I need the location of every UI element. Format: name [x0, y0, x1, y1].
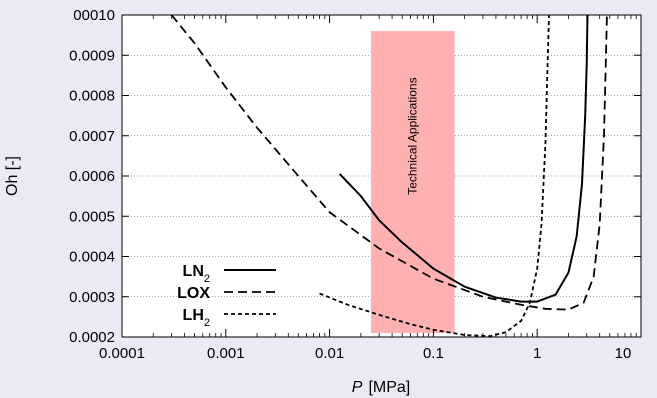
y-tick-labels: 0.0002 0.0003 0.0004 0.0005 0.0006 0.0007 0.00…	[69, 7, 115, 346]
y-tick-label: 0.0009	[69, 47, 115, 64]
legend-subscript: 2	[204, 273, 210, 285]
series-line-lox	[170, 15, 608, 311]
technical-applications-region	[370, 31, 455, 333]
legend-name: LN	[183, 263, 204, 280]
technical-applications-label: Technical Applications	[406, 77, 420, 194]
legend-label-lox: LOX	[177, 285, 210, 302]
x-tick-label: 0.01	[315, 345, 344, 362]
x-axis-title: P [MPa]	[352, 379, 410, 396]
x-tick-label: 10	[615, 345, 632, 362]
x-tick-label: 0.0001	[99, 345, 145, 362]
x-tick-labels: 0.0001 0.001 0.01 0.1 1 10	[99, 345, 631, 362]
x-axis-unit: [MPa]	[368, 379, 410, 396]
y-tick-label: 0.0005	[69, 208, 115, 225]
series-line-lh	[319, 15, 550, 337]
legend-label-ln: LN2	[183, 263, 210, 285]
legend-name: LOX	[177, 285, 210, 302]
legend-label-lh: LH2	[183, 307, 210, 329]
grid	[122, 54, 641, 298]
x-axis-symbol: P	[352, 379, 363, 396]
y-tick-label: 0.0004	[69, 249, 115, 266]
series-layer	[170, 15, 608, 337]
y-tick-label: 0.0002	[69, 329, 115, 346]
x-tick-label: 0.1	[423, 345, 444, 362]
y-axis-title: Oh [-]	[4, 156, 21, 196]
ticks	[121, 14, 642, 338]
y-tick-label: 00010	[73, 7, 115, 24]
x-tick-label: 1	[533, 345, 541, 362]
y-tick-label: 0.0008	[69, 88, 115, 105]
legend-name: LH	[183, 307, 204, 324]
y-tick-label: 0.0003	[69, 289, 115, 306]
series-line-ln	[338, 15, 589, 303]
y-tick-label: 0.0007	[69, 128, 115, 145]
x-tick-label: 0.001	[207, 345, 245, 362]
legend-subscript: 2	[204, 317, 210, 329]
y-tick-label: 0.0006	[69, 168, 115, 185]
